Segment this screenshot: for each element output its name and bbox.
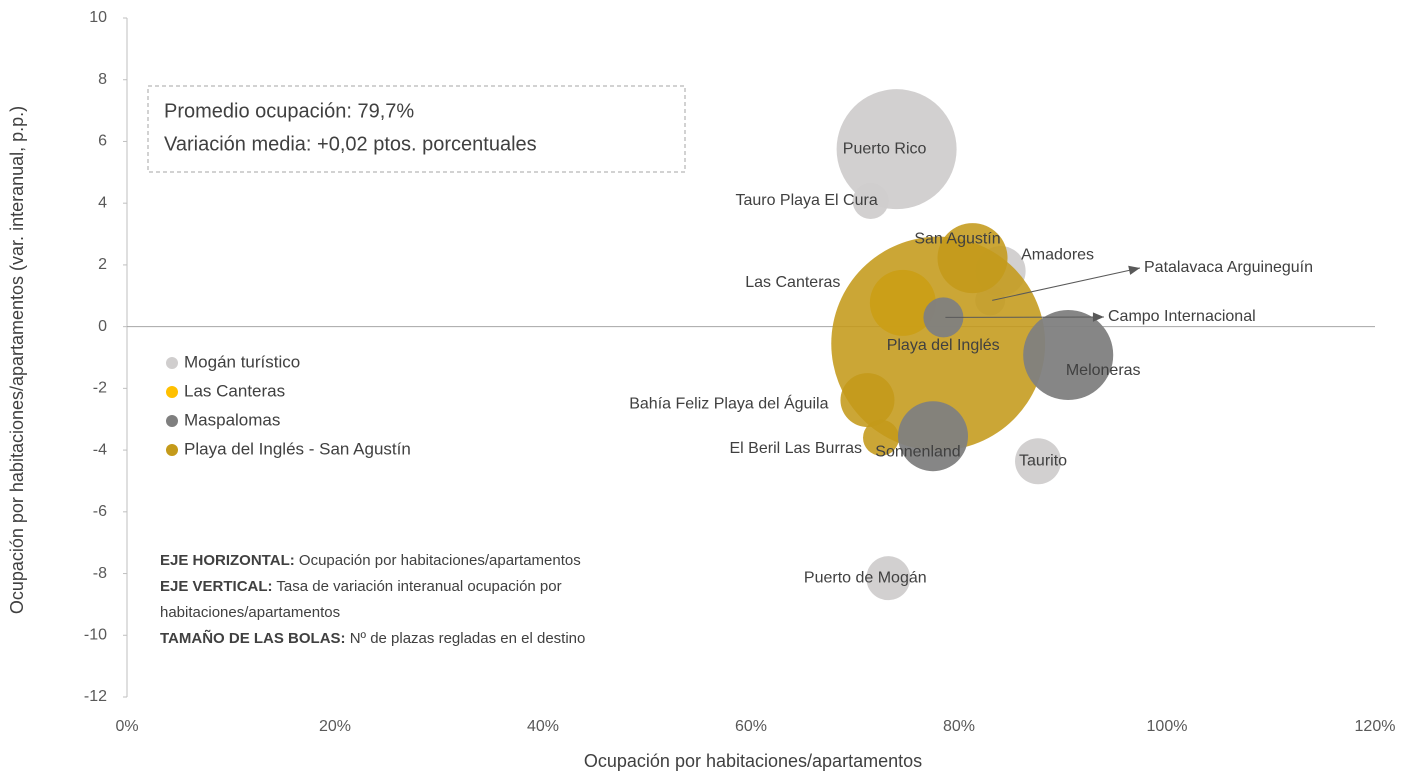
note: EJE VERTICAL: Tasa de variación interanu…: [160, 578, 562, 595]
bubble-label: Las Canteras: [745, 274, 840, 291]
y-axis-title: Ocupación por habitaciones/apartamentos …: [7, 106, 27, 614]
bubble-label: Tauro Playa El Cura: [735, 192, 877, 209]
legend-marker: [166, 444, 178, 456]
bubble: [840, 373, 895, 428]
bubble-label: Playa del Inglés: [887, 337, 1000, 354]
y-tick-label: -10: [84, 626, 107, 643]
legend-label: Mogán turístico: [184, 352, 300, 371]
legend-marker: [166, 415, 178, 427]
x-tick-label: 80%: [943, 718, 975, 735]
legend-marker: [166, 386, 178, 398]
y-tick-label: 6: [98, 133, 107, 150]
annotation-box: [147, 85, 686, 173]
x-tick-label: 120%: [1355, 718, 1396, 735]
bubble: [852, 183, 889, 220]
y-tick-label: -12: [84, 688, 107, 705]
bubble-label: Puerto Rico: [843, 140, 927, 157]
x-tick-label: 0%: [115, 718, 138, 735]
arrow-head: [1092, 312, 1104, 322]
y-tick-label: 10: [89, 9, 107, 26]
y-tick-label: 8: [98, 71, 107, 88]
bubble-label: Puerto de Mogán: [804, 569, 927, 586]
x-axis-title: Ocupación por habitaciones/apartamentos: [584, 751, 922, 771]
leader-arrow: [992, 267, 1141, 301]
bubble-label: Patalavaca Arguineguín: [1144, 259, 1313, 276]
note-text: Tasa de variación interanual ocupación p…: [273, 578, 562, 595]
y-tick-label: 2: [98, 256, 107, 273]
bubble: [897, 401, 969, 472]
bubble-labels: Puerto Rico Tauro Playa El Cura Amadores Pa…: [629, 140, 1313, 586]
y-tick-label: -2: [93, 380, 107, 397]
bubble: [866, 556, 911, 601]
bubble-label: Taurito: [1019, 452, 1067, 469]
annotation: Variación media: +0,02 ptos. porcentuale…: [164, 133, 537, 155]
bubble: [1023, 310, 1114, 401]
bubbles: [831, 89, 1114, 601]
legend-label: Las Canteras: [184, 381, 285, 400]
y-tick-label: -6: [93, 503, 107, 520]
bubble-label: Meloneras: [1066, 362, 1141, 379]
x-tick-label: 20%: [319, 718, 351, 735]
note-text: habitaciones/apartamentos: [160, 604, 340, 621]
y-tick-label: -4: [93, 441, 107, 458]
note: habitaciones/apartamentos: [160, 604, 340, 621]
legend-label: Playa del Inglés - San Agustín: [184, 439, 411, 458]
bubble: [836, 89, 957, 210]
bubble: [863, 419, 899, 456]
note: EJE HORIZONTAL: Ocupación por habitacion…: [160, 552, 581, 569]
note-bold: TAMAÑO DE LAS BOLAS:: [160, 629, 346, 647]
bubble-label: Bahía Feliz Playa del Águila: [629, 393, 828, 412]
bubble-label: Campo Internacional: [1108, 308, 1256, 325]
bubble-label: Amadores: [1021, 246, 1094, 263]
note-bold: EJE VERTICAL:: [160, 578, 273, 595]
x-tick-label: 60%: [735, 718, 767, 735]
annotation: Promedio ocupación: 79,7%: [164, 100, 414, 122]
legend-marker: [166, 357, 178, 369]
bubble: [923, 297, 964, 338]
bubble: [937, 223, 1008, 294]
y-tick-label: 4: [98, 194, 107, 211]
y-tick-label: -8: [93, 565, 107, 582]
bubble: [1015, 438, 1062, 485]
note-bold: EJE HORIZONTAL:: [160, 552, 295, 569]
note: TAMAÑO DE LAS BOLAS: Nº de plazas reglad…: [160, 629, 585, 647]
y-tick-label: 0: [98, 318, 107, 335]
note-text: Ocupación por habitaciones/apartamentos: [295, 552, 581, 569]
bubble-label: Sonnenland: [875, 443, 960, 460]
bubble-label: El Beril Las Burras: [730, 440, 863, 457]
x-tick-label: 40%: [527, 718, 559, 735]
note-text: Nº de plazas regladas en el destino: [346, 630, 586, 647]
bubble-label: San Agustín: [914, 230, 1000, 247]
x-tick-label: 100%: [1147, 718, 1188, 735]
arrow-head: [1128, 265, 1140, 275]
legend-label: Maspalomas: [184, 410, 280, 429]
